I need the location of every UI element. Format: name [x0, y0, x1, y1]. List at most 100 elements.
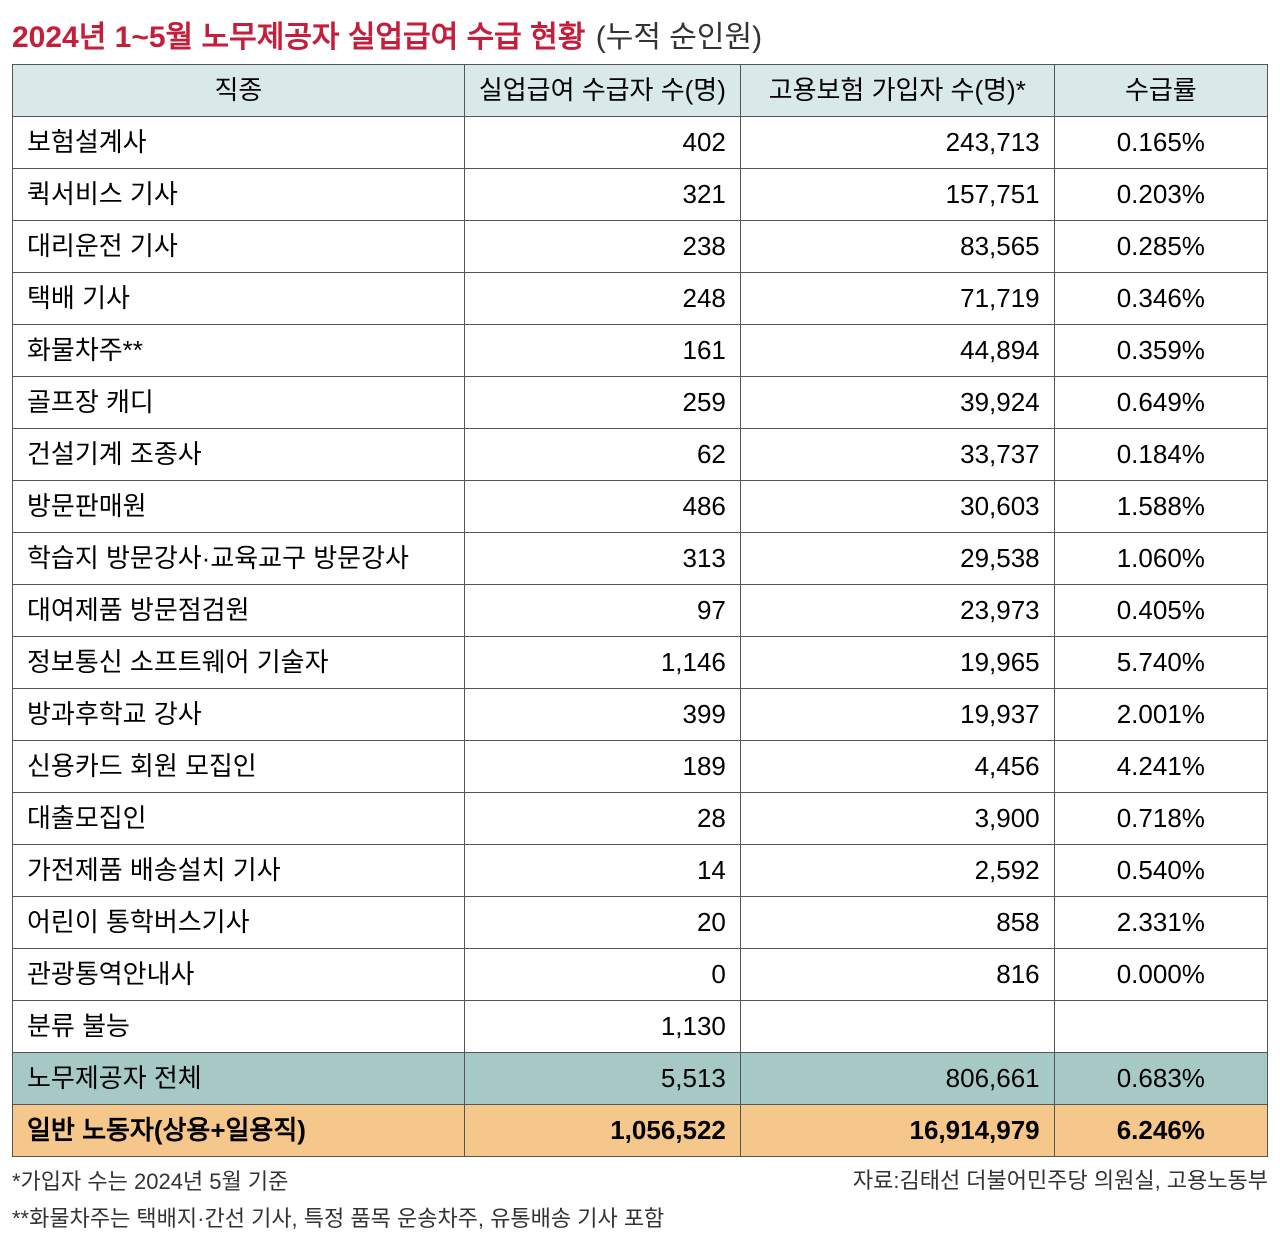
cell-rate: 0.285% — [1054, 221, 1267, 273]
cell-rate: 0.165% — [1054, 117, 1267, 169]
table-row: 분류 불능1,130 — [13, 1001, 1268, 1053]
cell-job: 신용카드 회원 모집인 — [13, 741, 465, 793]
footnote-2: **화물차주는 택배지·간선 기사, 특정 품목 운송차주, 유통배송 기사 포… — [12, 1200, 664, 1237]
table-row: 정보통신 소프트웨어 기술자1,14619,9655.740% — [13, 637, 1268, 689]
cell-recipients: 486 — [464, 481, 740, 533]
total-rate: 6.246% — [1054, 1105, 1267, 1157]
cell-job: 관광통역안내사 — [13, 949, 465, 1001]
source: 자료:김태선 더불어민주당 의원실, 고용노동부 — [853, 1163, 1268, 1195]
table-row: 대여제품 방문점검원9723,9730.405% — [13, 585, 1268, 637]
cell-insured: 3,900 — [740, 793, 1054, 845]
cell-recipients: 189 — [464, 741, 740, 793]
cell-rate: 2.001% — [1054, 689, 1267, 741]
table-row: 보험설계사402243,7130.165% — [13, 117, 1268, 169]
table-row: 골프장 캐디25939,9240.649% — [13, 377, 1268, 429]
table-header: 직종 실업급여 수급자 수(명) 고용보험 가입자 수(명)* 수급률 — [13, 65, 1268, 117]
footnote-1: *가입자 수는 2024년 5월 기준 — [12, 1163, 664, 1200]
page-title: 2024년 1~5월 노무제공자 실업급여 수급 현황 (누적 순인원) — [12, 12, 1268, 56]
subtotal-rate: 0.683% — [1054, 1053, 1267, 1105]
cell-insured: 44,894 — [740, 325, 1054, 377]
cell-job: 가전제품 배송설치 기사 — [13, 845, 465, 897]
subtotal-insured: 806,661 — [740, 1053, 1054, 1105]
table-row: 학습지 방문강사·교육교구 방문강사31329,5381.060% — [13, 533, 1268, 585]
cell-rate: 0.718% — [1054, 793, 1267, 845]
cell-job: 대리운전 기사 — [13, 221, 465, 273]
cell-job: 보험설계사 — [13, 117, 465, 169]
cell-insured: 4,456 — [740, 741, 1054, 793]
cell-insured: 71,719 — [740, 273, 1054, 325]
table-row: 대출모집인283,9000.718% — [13, 793, 1268, 845]
cell-job: 건설기계 조종사 — [13, 429, 465, 481]
cell-rate: 0.184% — [1054, 429, 1267, 481]
cell-rate: 0.000% — [1054, 949, 1267, 1001]
cell-job: 방문판매원 — [13, 481, 465, 533]
cell-rate: 0.405% — [1054, 585, 1267, 637]
title-main: 2024년 1~5월 노무제공자 실업급여 수급 현황 — [12, 21, 585, 54]
col-header-job: 직종 — [13, 65, 465, 117]
subtotal-row: 노무제공자 전체5,513806,6610.683% — [13, 1053, 1268, 1105]
table-row: 대리운전 기사23883,5650.285% — [13, 221, 1268, 273]
cell-job: 방과후학교 강사 — [13, 689, 465, 741]
footnotes: *가입자 수는 2024년 5월 기준 **화물차주는 택배지·간선 기사, 특… — [12, 1163, 664, 1238]
data-table: 직종 실업급여 수급자 수(명) 고용보험 가입자 수(명)* 수급률 보험설계… — [12, 64, 1268, 1157]
table-row: 어린이 통학버스기사208582.331% — [13, 897, 1268, 949]
cell-job: 대여제품 방문점검원 — [13, 585, 465, 637]
cell-insured: 858 — [740, 897, 1054, 949]
cell-recipients: 399 — [464, 689, 740, 741]
cell-job: 퀵서비스 기사 — [13, 169, 465, 221]
col-header-recipients: 실업급여 수급자 수(명) — [464, 65, 740, 117]
cell-insured: 243,713 — [740, 117, 1054, 169]
cell-job: 화물차주** — [13, 325, 465, 377]
cell-insured: 39,924 — [740, 377, 1054, 429]
cell-recipients: 1,130 — [464, 1001, 740, 1053]
cell-recipients: 321 — [464, 169, 740, 221]
cell-job: 골프장 캐디 — [13, 377, 465, 429]
table-row: 건설기계 조종사6233,7370.184% — [13, 429, 1268, 481]
cell-job: 어린이 통학버스기사 — [13, 897, 465, 949]
cell-recipients: 14 — [464, 845, 740, 897]
cell-rate: 5.740% — [1054, 637, 1267, 689]
cell-rate: 0.346% — [1054, 273, 1267, 325]
cell-recipients: 97 — [464, 585, 740, 637]
cell-recipients: 238 — [464, 221, 740, 273]
col-header-rate: 수급률 — [1054, 65, 1267, 117]
cell-rate: 1.588% — [1054, 481, 1267, 533]
cell-insured — [740, 1001, 1054, 1053]
table-row: 가전제품 배송설치 기사142,5920.540% — [13, 845, 1268, 897]
total-insured: 16,914,979 — [740, 1105, 1054, 1157]
total-job: 일반 노동자(상용+일용직) — [13, 1105, 465, 1157]
cell-recipients: 1,146 — [464, 637, 740, 689]
cell-insured: 2,592 — [740, 845, 1054, 897]
table-row: 관광통역안내사08160.000% — [13, 949, 1268, 1001]
cell-rate: 0.203% — [1054, 169, 1267, 221]
cell-recipients: 0 — [464, 949, 740, 1001]
total-recipients: 1,056,522 — [464, 1105, 740, 1157]
subtotal-job: 노무제공자 전체 — [13, 1053, 465, 1105]
cell-rate: 2.331% — [1054, 897, 1267, 949]
cell-rate: 0.540% — [1054, 845, 1267, 897]
col-header-insured: 고용보험 가입자 수(명)* — [740, 65, 1054, 117]
cell-recipients: 62 — [464, 429, 740, 481]
cell-recipients: 28 — [464, 793, 740, 845]
total-row: 일반 노동자(상용+일용직)1,056,52216,914,9796.246% — [13, 1105, 1268, 1157]
table-row: 화물차주**16144,8940.359% — [13, 325, 1268, 377]
table-row: 신용카드 회원 모집인1894,4564.241% — [13, 741, 1268, 793]
cell-recipients: 248 — [464, 273, 740, 325]
cell-insured: 33,737 — [740, 429, 1054, 481]
cell-rate — [1054, 1001, 1267, 1053]
cell-recipients: 402 — [464, 117, 740, 169]
cell-insured: 19,937 — [740, 689, 1054, 741]
cell-insured: 23,973 — [740, 585, 1054, 637]
cell-rate: 0.359% — [1054, 325, 1267, 377]
cell-insured: 30,603 — [740, 481, 1054, 533]
cell-rate: 4.241% — [1054, 741, 1267, 793]
cell-recipients: 313 — [464, 533, 740, 585]
subtotal-recipients: 5,513 — [464, 1053, 740, 1105]
cell-job: 택배 기사 — [13, 273, 465, 325]
table-row: 택배 기사24871,7190.346% — [13, 273, 1268, 325]
table-row: 방문판매원48630,6031.588% — [13, 481, 1268, 533]
cell-insured: 83,565 — [740, 221, 1054, 273]
cell-rate: 0.649% — [1054, 377, 1267, 429]
table-row: 퀵서비스 기사321157,7510.203% — [13, 169, 1268, 221]
cell-insured: 816 — [740, 949, 1054, 1001]
